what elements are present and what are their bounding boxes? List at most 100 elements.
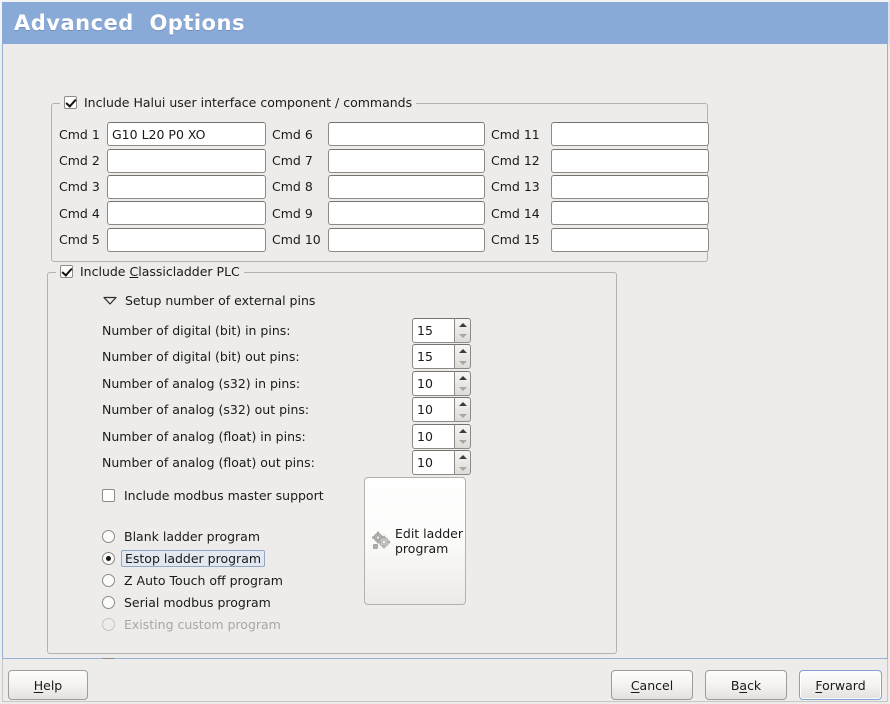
modbus-master-checkbox[interactable] bbox=[102, 489, 115, 502]
halui-legend[interactable]: Include Halui user interface component /… bbox=[60, 95, 417, 110]
external-pins-label: Setup number of external pins bbox=[125, 293, 316, 308]
cmd-input[interactable] bbox=[328, 122, 485, 147]
cmd-label: Cmd 2 bbox=[59, 153, 100, 169]
halui-enable-checkbox[interactable] bbox=[64, 96, 77, 109]
cmd-input[interactable] bbox=[328, 148, 485, 173]
back-button-label: Back bbox=[730, 677, 762, 693]
spin-value[interactable]: 10 bbox=[412, 450, 454, 476]
forward-button[interactable]: Forward bbox=[799, 670, 882, 700]
cmd-input[interactable] bbox=[328, 227, 485, 252]
cmd-input[interactable] bbox=[107, 148, 266, 173]
ladder-program-radio-group: Blank ladder program Estop ladder progra… bbox=[102, 525, 352, 635]
spin-buttons[interactable] bbox=[454, 344, 471, 370]
external-pins-disclosure[interactable]: Setup number of external pins bbox=[103, 293, 315, 308]
cmd-label: Cmd 15 bbox=[491, 232, 540, 248]
halui-command-row: Cmd 13 bbox=[485, 174, 709, 200]
radio-estop-ladder-program[interactable]: Estop ladder program bbox=[102, 547, 352, 569]
halui-command-row: Cmd 10 bbox=[266, 227, 485, 253]
analog-s32-in-pins-stepper[interactable]: 10 bbox=[412, 370, 471, 396]
radio-icon[interactable] bbox=[102, 573, 115, 587]
digital-bit-out-pins-stepper[interactable]: 15 bbox=[412, 344, 471, 370]
cmd-label: Cmd 13 bbox=[491, 179, 540, 195]
halui-group-frame: Include Halui user interface component /… bbox=[51, 95, 709, 262]
classicladder-enable-checkbox[interactable] bbox=[60, 265, 73, 278]
spin-down-icon[interactable] bbox=[455, 410, 470, 422]
cmd-label: Cmd 6 bbox=[272, 126, 313, 142]
analog-float-in-pins-stepper[interactable]: 10 bbox=[412, 423, 471, 449]
edit-ladder-program-button[interactable]: Edit ladder program bbox=[364, 477, 466, 605]
radio-serial-modbus-program[interactable]: Serial modbus program bbox=[102, 591, 352, 613]
spin-up-icon[interactable] bbox=[455, 372, 470, 384]
window-title-bar: Advanced Options bbox=[0, 0, 890, 44]
page-title: Advanced Options bbox=[14, 11, 245, 35]
modbus-master-label: Include modbus master support bbox=[124, 488, 324, 503]
halui-command-row: Cmd 2 bbox=[59, 147, 266, 173]
spin-value[interactable]: 15 bbox=[412, 344, 454, 370]
halui-command-row: Cmd 6 bbox=[266, 121, 485, 147]
spin-down-icon[interactable] bbox=[455, 383, 470, 395]
classicladder-group-frame: Include Classicladder PLC Setup number o… bbox=[47, 264, 617, 672]
cmd-input[interactable] bbox=[551, 201, 709, 226]
cmd-label: Cmd 4 bbox=[59, 205, 100, 221]
edit-ladder-program-label: Edit ladder program bbox=[395, 526, 464, 556]
spin-value[interactable]: 10 bbox=[412, 370, 454, 396]
spin-buttons[interactable] bbox=[454, 370, 471, 396]
cmd-input[interactable]: G10 L20 P0 XO bbox=[107, 122, 266, 147]
cmd-label: Cmd 7 bbox=[272, 153, 313, 169]
cmd-label: Cmd 5 bbox=[59, 232, 100, 248]
radio-icon[interactable] bbox=[102, 595, 115, 609]
radio-blank-ladder-program[interactable]: Blank ladder program bbox=[102, 525, 352, 547]
radio-existing-custom-program: Existing custom program bbox=[102, 613, 352, 635]
cmd-input[interactable] bbox=[328, 174, 485, 199]
spin-buttons[interactable] bbox=[454, 423, 471, 449]
radio-label: Blank ladder program bbox=[124, 528, 261, 544]
pin-label: Number of analog (s32) in pins: bbox=[102, 375, 301, 391]
help-button[interactable]: Help bbox=[8, 670, 88, 700]
spin-up-icon[interactable] bbox=[455, 319, 470, 331]
radio-icon[interactable] bbox=[102, 529, 115, 543]
spin-up-icon[interactable] bbox=[455, 425, 470, 437]
spin-up-icon[interactable] bbox=[455, 345, 470, 357]
halui-command-row: Cmd 5 bbox=[59, 227, 266, 253]
spin-buttons[interactable] bbox=[454, 397, 471, 423]
halui-command-row: Cmd 9 bbox=[266, 200, 485, 226]
cmd-input[interactable] bbox=[107, 227, 266, 252]
chevron-down-icon bbox=[103, 296, 117, 305]
cmd-input[interactable] bbox=[551, 148, 709, 173]
analog-s32-out-pins-stepper[interactable]: 10 bbox=[412, 397, 471, 423]
spin-up-icon[interactable] bbox=[455, 451, 470, 463]
halui-legend-label: Include Halui user interface component /… bbox=[84, 95, 413, 110]
cmd-input[interactable] bbox=[107, 201, 266, 226]
cmd-input[interactable] bbox=[551, 174, 709, 199]
back-button[interactable]: Back bbox=[705, 670, 787, 700]
spin-down-icon[interactable] bbox=[455, 463, 470, 475]
cmd-input[interactable] bbox=[107, 174, 266, 199]
spin-down-icon[interactable] bbox=[455, 357, 470, 369]
radio-label: Serial modbus program bbox=[124, 594, 271, 610]
help-button-label: Help bbox=[33, 677, 63, 693]
spin-down-icon[interactable] bbox=[455, 436, 470, 448]
modbus-master-option[interactable]: Include modbus master support bbox=[102, 488, 324, 503]
cmd-input[interactable] bbox=[328, 201, 485, 226]
spin-buttons[interactable] bbox=[454, 450, 471, 476]
halui-command-row: Cmd 1 G10 L20 P0 XO bbox=[59, 121, 266, 147]
halui-command-row: Cmd 14 bbox=[485, 200, 709, 226]
spin-value[interactable]: 10 bbox=[412, 397, 454, 423]
analog-float-out-pins-stepper[interactable]: 10 bbox=[412, 450, 471, 476]
pin-label: Number of analog (float) in pins: bbox=[102, 428, 306, 444]
classicladder-legend[interactable]: Include Classicladder PLC bbox=[56, 264, 244, 279]
halui-command-column-3: Cmd 11 Cmd 12 Cmd 13 Cmd 14 Cmd 15 bbox=[485, 121, 709, 253]
cmd-input[interactable] bbox=[551, 227, 709, 252]
radio-z-auto-touch-off-program[interactable]: Z Auto Touch off program bbox=[102, 569, 352, 591]
halui-command-grid: Cmd 1 G10 L20 P0 XO Cmd 2 Cmd 3 Cmd 4 Cm… bbox=[59, 121, 709, 253]
spin-value[interactable]: 10 bbox=[412, 423, 454, 449]
spin-down-icon[interactable] bbox=[455, 330, 470, 342]
spin-up-icon[interactable] bbox=[455, 398, 470, 410]
cmd-label: Cmd 14 bbox=[491, 205, 540, 221]
digital-bit-in-pins-stepper[interactable]: 15 bbox=[412, 317, 471, 343]
cancel-button[interactable]: Cancel bbox=[611, 670, 693, 700]
cmd-input[interactable] bbox=[551, 122, 709, 147]
radio-icon[interactable] bbox=[102, 551, 115, 565]
spin-buttons[interactable] bbox=[454, 317, 471, 343]
spin-value[interactable]: 15 bbox=[412, 317, 454, 343]
